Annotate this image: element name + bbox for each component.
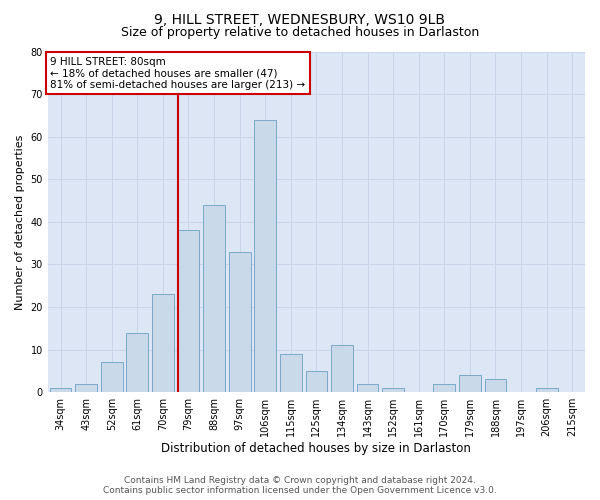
Text: 9, HILL STREET, WEDNESBURY, WS10 9LB: 9, HILL STREET, WEDNESBURY, WS10 9LB xyxy=(155,12,445,26)
Bar xyxy=(356,384,379,392)
Bar xyxy=(459,375,481,392)
Bar xyxy=(433,384,455,392)
Bar xyxy=(203,205,225,392)
Text: 9 HILL STREET: 80sqm
← 18% of detached houses are smaller (47)
81% of semi-detac: 9 HILL STREET: 80sqm ← 18% of detached h… xyxy=(50,56,305,90)
Bar xyxy=(101,362,122,392)
Y-axis label: Number of detached properties: Number of detached properties xyxy=(15,134,25,310)
Text: Size of property relative to detached houses in Darlaston: Size of property relative to detached ho… xyxy=(121,26,479,39)
Bar xyxy=(75,384,97,392)
Bar xyxy=(50,388,71,392)
Bar xyxy=(485,380,506,392)
Bar xyxy=(305,371,327,392)
Bar xyxy=(229,252,251,392)
Bar xyxy=(536,388,557,392)
X-axis label: Distribution of detached houses by size in Darlaston: Distribution of detached houses by size … xyxy=(161,442,472,455)
Bar xyxy=(382,388,404,392)
Bar xyxy=(127,332,148,392)
Bar xyxy=(152,294,174,392)
Bar xyxy=(178,230,199,392)
Bar xyxy=(280,354,302,392)
Text: Contains HM Land Registry data © Crown copyright and database right 2024.
Contai: Contains HM Land Registry data © Crown c… xyxy=(103,476,497,495)
Bar xyxy=(254,120,276,392)
Bar xyxy=(331,346,353,392)
